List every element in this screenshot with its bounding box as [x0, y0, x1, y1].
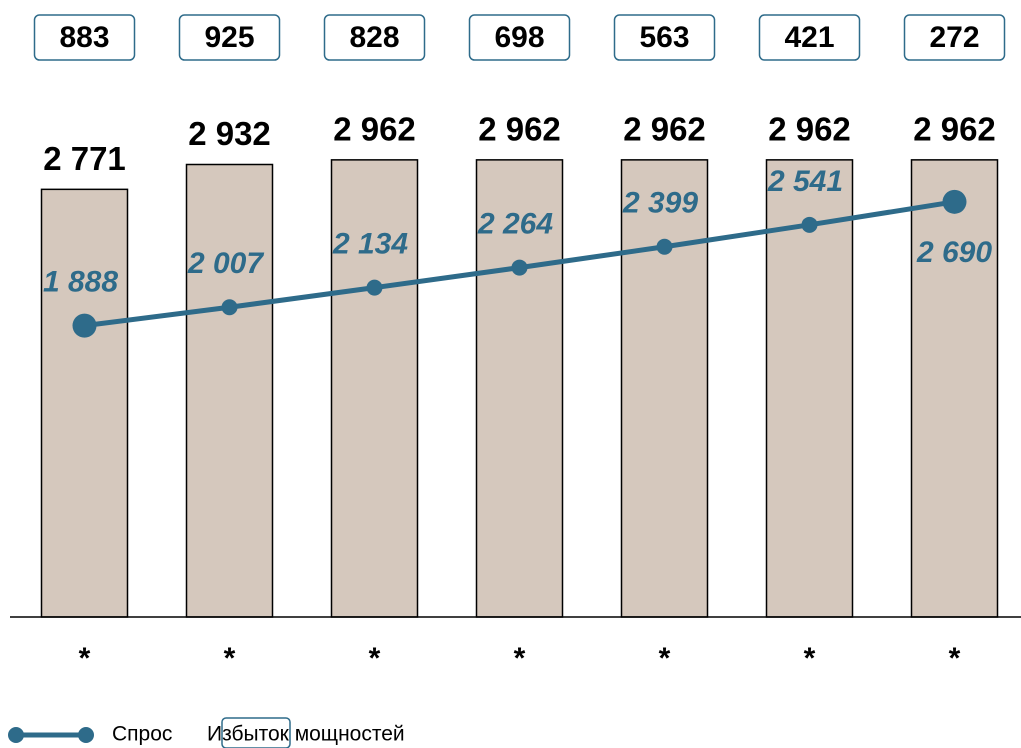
- surplus-label: 828: [349, 21, 399, 54]
- x-tick-label: *: [804, 642, 816, 675]
- line-label: 2 690: [916, 236, 992, 269]
- surplus-box: [758, 14, 861, 61]
- legend-dot: [78, 727, 94, 743]
- bar-label: 2 962: [478, 111, 561, 148]
- x-tick-label: *: [224, 642, 236, 675]
- x-tick-label: *: [369, 642, 381, 675]
- line-label: 2 264: [477, 208, 553, 241]
- line-label: 1 888: [43, 266, 118, 299]
- bar: [475, 159, 564, 618]
- bar-label: 2 771: [43, 140, 126, 177]
- line-label: 2 134: [332, 228, 408, 261]
- bar: [40, 188, 129, 618]
- bar: [185, 163, 274, 618]
- surplus-box: [178, 14, 281, 61]
- surplus-label: 883: [59, 21, 109, 54]
- surplus-label: 272: [929, 21, 979, 54]
- surplus-box: [468, 14, 571, 61]
- x-tick-label: *: [514, 642, 526, 675]
- x-tick-label: *: [659, 642, 671, 675]
- legend-label: Избыток мощностей: [207, 723, 405, 746]
- bar-label: 2 962: [913, 111, 996, 148]
- bar: [910, 159, 999, 618]
- surplus-box: [903, 14, 1006, 61]
- line-label: 2 541: [767, 165, 843, 198]
- line-point: [656, 238, 673, 255]
- x-tick-label: *: [79, 642, 91, 675]
- x-tick-label: *: [949, 642, 961, 675]
- legend-box: [221, 717, 291, 748]
- bar-label: 2 962: [623, 111, 706, 148]
- legend-dot: [8, 727, 24, 743]
- line-label: 2 399: [622, 187, 698, 220]
- bar: [330, 159, 419, 618]
- surplus-label: 925: [204, 21, 254, 54]
- line-point: [942, 189, 967, 214]
- line-point: [801, 216, 818, 233]
- bar: [620, 159, 709, 618]
- bar-label: 2 932: [188, 115, 271, 152]
- line-label: 2 007: [187, 247, 264, 280]
- line-point: [511, 259, 528, 276]
- legend-label: Спрос: [112, 723, 172, 746]
- surplus-label: 421: [784, 21, 834, 54]
- bar-label: 2 962: [768, 111, 851, 148]
- line-point: [221, 299, 238, 316]
- surplus-box: [613, 14, 716, 61]
- line-point: [366, 279, 383, 296]
- surplus-label: 563: [639, 21, 689, 54]
- surplus-label: 698: [494, 21, 544, 54]
- line-point: [72, 313, 97, 338]
- bar-label: 2 962: [333, 111, 416, 148]
- surplus-box: [33, 14, 136, 61]
- bar: [765, 159, 854, 618]
- surplus-box: [323, 14, 426, 61]
